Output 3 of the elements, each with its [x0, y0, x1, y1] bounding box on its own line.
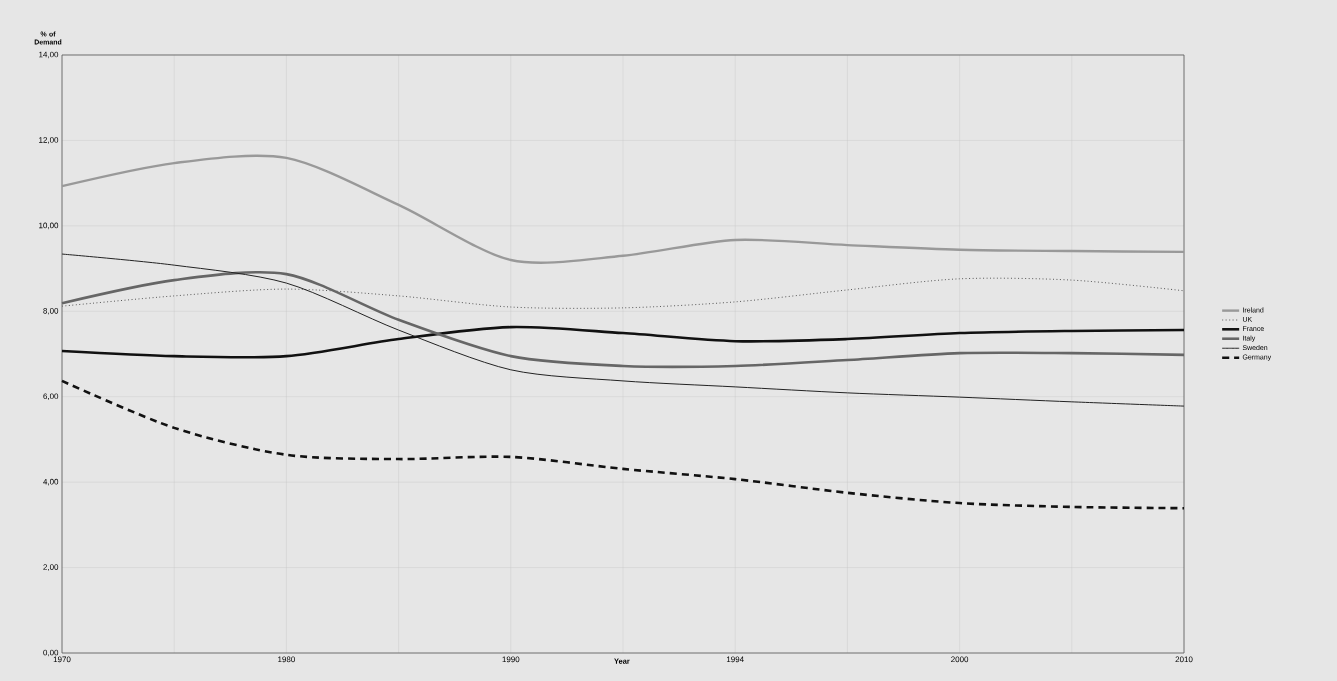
line-series: [60, 379, 1186, 510]
line-series: [61, 253, 1185, 407]
line-series: [60, 325, 1186, 359]
